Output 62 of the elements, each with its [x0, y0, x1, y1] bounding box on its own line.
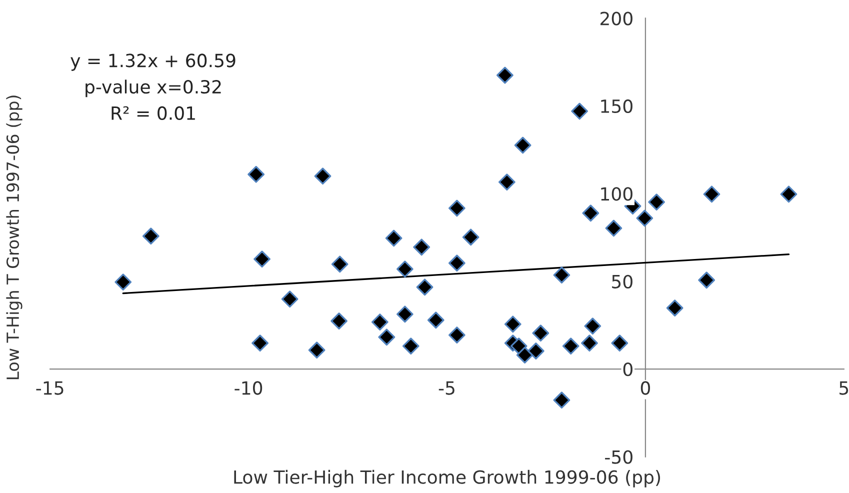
point — [378, 328, 396, 346]
x-axis-title: Low Tier-High Tier Income Growth 1999-06 (pp) — [234, 470, 660, 488]
y-tick-label: 50 — [612, 274, 632, 288]
point — [254, 250, 270, 268]
point — [142, 228, 160, 245]
annotation: R² = 0.01 — [112, 106, 195, 120]
point — [698, 272, 716, 289]
point — [402, 338, 420, 355]
point — [448, 200, 466, 217]
x-tick-label: 0 — [640, 381, 650, 395]
y-tick-label: 150 — [601, 99, 632, 114]
point — [571, 102, 588, 120]
point — [448, 326, 466, 344]
point — [516, 346, 534, 364]
point — [510, 338, 528, 355]
point — [416, 278, 434, 296]
point — [308, 342, 326, 359]
y-tick-label: -50 — [605, 450, 632, 464]
point — [448, 254, 466, 272]
y-axis-title: Low T-High T Growth 1997-06 (pp) — [6, 96, 22, 380]
point — [331, 256, 348, 273]
point — [498, 174, 516, 191]
y-tick-label: 0 — [623, 362, 632, 376]
point — [114, 274, 132, 290]
point — [396, 260, 414, 278]
point — [385, 230, 402, 247]
point — [504, 316, 522, 333]
point — [413, 238, 430, 256]
point — [314, 168, 332, 185]
point — [648, 194, 666, 211]
annotation: y = 1.32x + 60.59 — [70, 54, 236, 71]
point — [514, 136, 532, 154]
point — [562, 338, 580, 355]
point — [427, 312, 444, 329]
x-tick-label: -10 — [234, 381, 262, 395]
point — [582, 204, 600, 222]
point — [248, 166, 265, 183]
point — [584, 318, 602, 335]
point — [666, 300, 684, 316]
y-tick-label: 200 — [600, 12, 632, 26]
point — [330, 312, 348, 330]
annotation: p-value x=0.32 — [86, 80, 221, 98]
point — [605, 220, 622, 237]
point — [581, 334, 598, 352]
x-tick-label: -5 — [438, 381, 454, 395]
x-tick-label: -15 — [36, 381, 64, 395]
point — [780, 186, 798, 203]
y-tick-label: 100 — [601, 187, 632, 201]
point — [553, 266, 570, 284]
point — [611, 334, 628, 352]
point — [281, 290, 298, 308]
point — [371, 314, 388, 330]
point — [532, 324, 550, 342]
x-tick-label: 5 — [840, 381, 848, 395]
point — [636, 210, 654, 227]
point — [462, 228, 480, 246]
point — [703, 186, 720, 203]
point — [527, 342, 544, 360]
point — [496, 66, 514, 84]
point — [553, 392, 570, 409]
point — [252, 334, 268, 352]
point — [396, 306, 414, 323]
